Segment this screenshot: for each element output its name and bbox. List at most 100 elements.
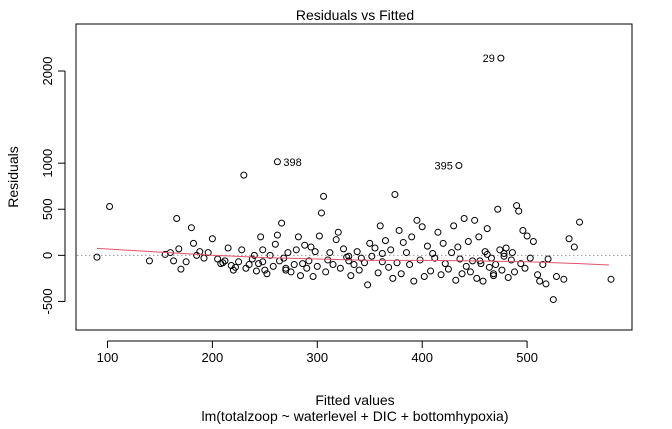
data-point xyxy=(317,209,325,217)
data-point xyxy=(350,261,358,269)
data-point xyxy=(93,253,101,261)
data-point xyxy=(245,261,253,269)
data-point xyxy=(145,257,153,265)
data-point xyxy=(170,257,178,265)
data-point xyxy=(492,261,500,269)
data-point xyxy=(315,232,323,240)
y-tick-label: 0 xyxy=(40,252,55,259)
data-point xyxy=(464,238,472,246)
data-point xyxy=(282,264,290,272)
data-point xyxy=(355,266,363,274)
outlier-point xyxy=(497,54,505,62)
data-point xyxy=(462,262,470,270)
data-point xyxy=(397,270,405,278)
data-point xyxy=(448,249,456,257)
y-tick-label: 2000 xyxy=(40,57,55,86)
x-tick-label: 500 xyxy=(516,350,538,365)
data-point xyxy=(418,223,426,231)
smooth-trend-line xyxy=(96,247,609,266)
data-point xyxy=(529,238,537,246)
data-point xyxy=(507,256,515,264)
data-point xyxy=(521,264,529,272)
data-point xyxy=(399,238,407,246)
data-point xyxy=(381,237,389,245)
data-point xyxy=(471,216,479,224)
data-point xyxy=(240,171,248,179)
data-point xyxy=(266,251,274,259)
data-point xyxy=(376,222,384,230)
data-point xyxy=(292,246,300,254)
data-point xyxy=(371,244,379,252)
data-point xyxy=(273,231,281,239)
data-point xyxy=(431,254,439,262)
data-point xyxy=(305,257,313,265)
data-point xyxy=(196,248,204,256)
data-point xyxy=(250,251,258,259)
data-point xyxy=(456,255,464,263)
data-point xyxy=(483,225,491,233)
data-point xyxy=(182,258,190,266)
outlier-point xyxy=(455,161,463,169)
data-point xyxy=(490,272,498,280)
data-point xyxy=(607,275,615,283)
data-point xyxy=(387,246,395,254)
data-point xyxy=(284,249,292,257)
data-point xyxy=(374,269,382,277)
data-point xyxy=(259,258,267,266)
plot-area-box xyxy=(75,23,633,331)
data-point xyxy=(278,219,286,227)
data-point xyxy=(332,236,340,244)
data-point xyxy=(444,265,452,273)
data-point xyxy=(193,251,201,259)
data-point xyxy=(494,205,502,213)
outlier-label: 398 xyxy=(283,157,301,169)
data-point xyxy=(296,272,304,280)
data-point xyxy=(368,252,376,260)
data-point xyxy=(238,246,246,254)
data-point xyxy=(406,261,414,269)
data-point xyxy=(307,243,315,251)
data-point xyxy=(294,233,302,241)
data-point xyxy=(219,259,227,267)
data-point xyxy=(303,264,311,272)
data-point xyxy=(378,258,386,266)
data-point xyxy=(466,268,474,276)
data-point xyxy=(231,263,239,271)
data-point xyxy=(490,270,498,278)
y-tick-label: -500 xyxy=(40,288,55,314)
data-point xyxy=(329,261,337,269)
data-point xyxy=(360,259,368,267)
data-point xyxy=(504,273,512,281)
data-point xyxy=(454,243,462,251)
data-point xyxy=(311,248,319,256)
data-point xyxy=(242,264,250,272)
outlier-label: 29 xyxy=(483,53,495,65)
y-axis: -500 0 500 1000 2000 xyxy=(40,57,66,314)
x-tick-label: 400 xyxy=(411,350,433,365)
data-point xyxy=(408,233,416,241)
data-point xyxy=(366,239,374,247)
data-point xyxy=(508,249,516,257)
x-axis-title: Fitted values xyxy=(315,392,394,408)
data-point xyxy=(261,266,269,274)
data-point xyxy=(326,249,334,257)
data-point xyxy=(479,277,487,285)
data-point xyxy=(106,202,114,210)
data-point xyxy=(345,252,353,260)
chart-subtitle: lm(totalzoop ~ waterlevel + DIC + bottom… xyxy=(202,408,509,424)
data-point xyxy=(287,268,295,276)
data-point xyxy=(534,271,542,279)
data-point xyxy=(252,267,260,275)
data-point xyxy=(214,255,222,263)
data-point xyxy=(523,232,531,240)
data-point xyxy=(565,235,573,243)
data-point xyxy=(345,257,353,265)
data-point xyxy=(189,239,197,247)
chart-title: Residuals vs Fitted xyxy=(296,7,414,23)
x-tick-label: 200 xyxy=(202,350,224,365)
y-axis-title: Residuals xyxy=(5,146,21,207)
data-point xyxy=(395,226,403,234)
data-point xyxy=(496,246,504,254)
data-point xyxy=(204,249,212,257)
data-point xyxy=(235,258,243,266)
